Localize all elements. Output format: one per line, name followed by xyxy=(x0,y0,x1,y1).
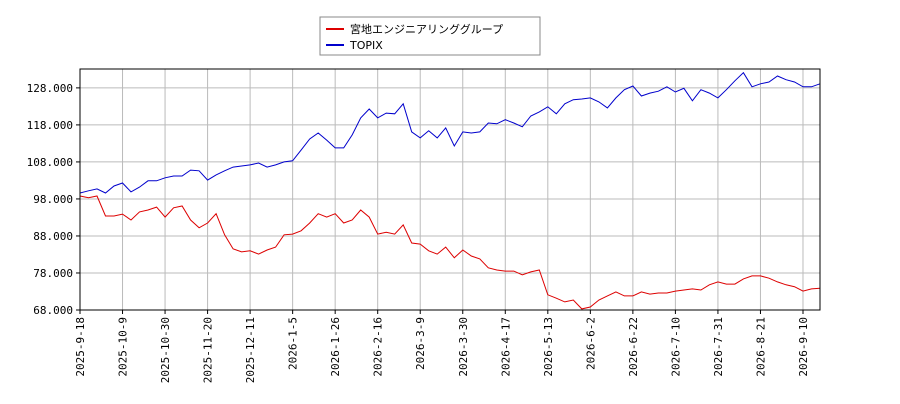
y-tick-label: 98.000 xyxy=(33,193,73,206)
x-tick-label: 2026-3-9 xyxy=(414,317,427,370)
legend-label: TOPIX xyxy=(349,39,383,52)
x-tick-label: 2025-10-9 xyxy=(117,317,130,377)
x-tick-label: 2026-1-5 xyxy=(287,317,300,370)
x-tick-label: 2026-2-16 xyxy=(372,317,385,377)
legend: 宮地エンジニアリンググループ TOPIX xyxy=(319,16,541,56)
labels: 68.000 78.000 88.000 98.000 108.000 118.000 12… xyxy=(27,82,810,383)
y-tick-label: 128.000 xyxy=(27,82,73,95)
y-tick-label: 88.000 xyxy=(33,230,73,243)
y-tick-label: 108.000 xyxy=(27,156,73,169)
x-tick-label: 2026-6-22 xyxy=(627,317,640,377)
series-line xyxy=(79,195,821,310)
y-tick-label: 68.000 xyxy=(33,304,73,317)
plot-frame xyxy=(79,68,821,311)
x-tick-label: 2026-7-10 xyxy=(669,317,682,377)
x-tick-label: 2025-12-11 xyxy=(244,317,257,383)
x-tick-label: 2026-7-31 xyxy=(712,317,725,377)
x-tick-label: 2025-9-18 xyxy=(74,317,87,377)
x-tick-label: 2026-4-17 xyxy=(499,317,512,377)
x-tick-label: 2025-10-30 xyxy=(159,317,172,383)
x-tick-label: 2025-11-20 xyxy=(202,317,215,383)
y-tick-label: 118.000 xyxy=(27,119,73,132)
grid xyxy=(79,69,820,311)
x-tick-label: 2026-6-2 xyxy=(584,317,597,370)
x-tick-label: 2026-3-30 xyxy=(457,317,470,377)
x-tick-label: 2026-8-21 xyxy=(754,317,767,377)
legend-label: 宮地エンジニアリンググループ xyxy=(350,22,503,36)
y-tick-label: 78.000 xyxy=(33,267,73,280)
lines xyxy=(79,71,821,310)
x-tick-label: 2026-5-13 xyxy=(542,317,555,377)
x-tick-label: 2026-1-26 xyxy=(329,317,342,377)
legend-box xyxy=(319,16,541,56)
x-tick-label: 2026-9-10 xyxy=(797,317,810,377)
series-line xyxy=(79,71,821,194)
